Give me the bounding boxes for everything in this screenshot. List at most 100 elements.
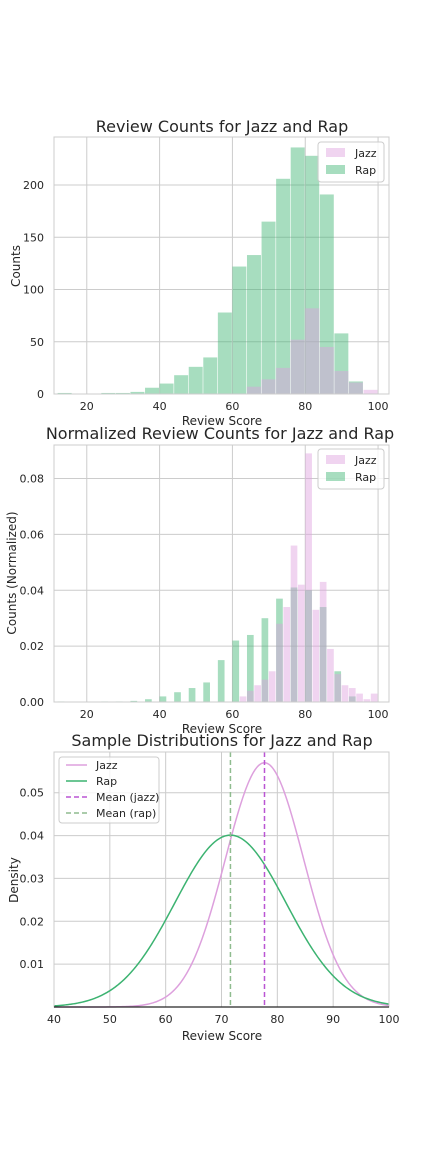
p1-bar-rap bbox=[290, 147, 305, 394]
panel3-legend-label-rap-mean: Mean (rap) bbox=[96, 807, 156, 820]
p1-bar-jazz bbox=[246, 386, 261, 394]
p2-bar-jazz bbox=[246, 690, 254, 702]
p2-bar-rap bbox=[319, 607, 327, 702]
p1-bar-rap bbox=[145, 387, 159, 394]
panel-review-counts: Review Counts for Jazz and Rap 20 40 60 80 1… bbox=[9, 117, 390, 428]
p1-xtick-label: 60 bbox=[225, 400, 239, 413]
p1-bar-rap bbox=[305, 155, 320, 394]
p2-bar-jazz bbox=[305, 453, 312, 702]
panel2-ylabel: Counts (Normalized) bbox=[5, 511, 19, 634]
p1-bar-rap bbox=[101, 392, 116, 394]
p2-bar-rap bbox=[232, 640, 240, 702]
p1-bar-jazz bbox=[276, 367, 291, 394]
p2-bar-jazz bbox=[312, 609, 320, 702]
p2-xtick-label: 100 bbox=[368, 708, 389, 721]
p1-bar-rap bbox=[130, 391, 145, 394]
panel-sample-distributions: Sample Distributions for Jazz and Rap 40… bbox=[7, 731, 400, 1043]
p2-bar-rap bbox=[174, 692, 181, 702]
panel2-legend: Jazz Rap bbox=[317, 448, 385, 490]
p1-bar-rap bbox=[57, 392, 72, 394]
panel3-title: Sample Distributions for Jazz and Rap bbox=[71, 731, 372, 750]
p3-xtick-label: 40 bbox=[47, 1013, 61, 1026]
p1-bar-rap bbox=[348, 381, 363, 394]
p3-xtick-label: 70 bbox=[215, 1013, 229, 1026]
panel-normalized-counts: Normalized Review Counts for Jazz and Ra… bbox=[5, 424, 394, 736]
p2-ytick-label: 0.08 bbox=[20, 473, 45, 486]
p1-ytick-label: 50 bbox=[30, 336, 44, 349]
panel3-ylabel: Density bbox=[7, 857, 21, 903]
p1-xtick-label: 80 bbox=[298, 400, 312, 413]
p2-xtick-label: 80 bbox=[298, 708, 312, 721]
p1-ytick-label: 200 bbox=[23, 179, 44, 192]
p1-bar-rap bbox=[261, 221, 276, 394]
panel1-frame bbox=[53, 136, 390, 395]
p2-bar-jazz bbox=[268, 671, 276, 702]
p2-xtick-label: 60 bbox=[225, 708, 239, 721]
p2-bar-jazz bbox=[363, 699, 371, 702]
p3-ytick-label: 0.02 bbox=[20, 915, 45, 928]
p1-bar-jazz bbox=[334, 371, 349, 394]
p2-bar-rap bbox=[159, 696, 167, 702]
p1-bar-jazz bbox=[290, 339, 305, 394]
p2-bar-rap bbox=[348, 696, 356, 702]
p1-bar-rap bbox=[232, 266, 247, 394]
panel1-legend-box bbox=[317, 141, 385, 183]
panel1-legend-label-rap: Rap bbox=[355, 164, 376, 177]
p1-ytick-label: 150 bbox=[23, 231, 44, 244]
p2-bar-jazz bbox=[356, 693, 363, 702]
p2-bar-jazz bbox=[261, 679, 269, 702]
panel3-legend-box bbox=[58, 756, 160, 824]
p1-ytick-label: 100 bbox=[23, 284, 44, 297]
p1-bar-rap bbox=[319, 194, 334, 394]
panel1-xlabel: Review Score bbox=[182, 414, 262, 428]
p1-bar-jazz bbox=[261, 379, 276, 394]
panel3-legend-label-jazz: Jazz bbox=[95, 759, 118, 772]
p3-curve-rap bbox=[53, 834, 390, 1007]
p2-xtick-label: 40 bbox=[153, 708, 167, 721]
p2-bar-jazz bbox=[348, 688, 356, 702]
p2-bar-rap bbox=[188, 688, 196, 702]
p2-xtick-label: 20 bbox=[80, 708, 94, 721]
p2-bar-rap bbox=[145, 699, 152, 702]
p1-bar-rap bbox=[217, 312, 232, 394]
panel1-legend-swatch-jazz bbox=[326, 148, 345, 157]
p2-ytick-label: 0.02 bbox=[20, 640, 45, 653]
p2-bar-rap bbox=[130, 700, 138, 702]
panel3-legend: Jazz Rap Mean (jazz) Mean (rap) bbox=[58, 756, 160, 824]
panel2-legend-label-jazz: Jazz bbox=[354, 454, 377, 467]
panel2-legend-box bbox=[317, 448, 385, 490]
panel3-xlabel: Review Score bbox=[182, 1029, 262, 1043]
p2-bar-jazz bbox=[319, 581, 327, 702]
panel1-legend-swatch-rap bbox=[326, 165, 345, 174]
p2-bar-jazz bbox=[334, 674, 342, 702]
panel2-legend-swatch-rap bbox=[326, 472, 345, 481]
panel2-frame bbox=[53, 444, 390, 703]
p2-bar-jazz bbox=[327, 648, 334, 702]
p3-xtick-label: 100 bbox=[379, 1013, 400, 1026]
panel1-legend: Jazz Rap bbox=[317, 141, 385, 183]
p1-xtick-label: 100 bbox=[368, 400, 389, 413]
p1-bar-jazz bbox=[319, 346, 334, 394]
p1-bar-jazz bbox=[305, 308, 320, 394]
p3-xtick-label: 60 bbox=[159, 1013, 173, 1026]
p1-bar-jazz bbox=[348, 382, 363, 394]
p2-ytick-label: 0.00 bbox=[20, 696, 45, 709]
panel3-legend-label-jazz-mean: Mean (jazz) bbox=[96, 791, 159, 804]
p2-ytick-label: 0.04 bbox=[20, 584, 45, 597]
p3-xtick-label: 90 bbox=[326, 1013, 340, 1026]
p2-bar-rap bbox=[334, 671, 342, 702]
p2-bar-jazz bbox=[290, 545, 298, 702]
panel2-xlabel: Review Score bbox=[182, 722, 262, 736]
p2-bar-rap bbox=[217, 660, 225, 702]
p2-bar-rap bbox=[276, 598, 283, 702]
p3-ytick-label: 0.04 bbox=[20, 830, 45, 843]
panel2-title: Normalized Review Counts for Jazz and Ra… bbox=[46, 424, 394, 443]
panel2-legend-swatch-jazz bbox=[326, 455, 345, 464]
p2-bar-rap bbox=[246, 634, 254, 702]
panel1-legend-label-jazz: Jazz bbox=[354, 147, 377, 160]
p1-bar-rap bbox=[159, 383, 174, 394]
p1-bar-rap bbox=[188, 366, 203, 394]
panel3-legend-label-rap: Rap bbox=[96, 775, 117, 788]
p3-ytick-label: 0.05 bbox=[20, 787, 45, 800]
